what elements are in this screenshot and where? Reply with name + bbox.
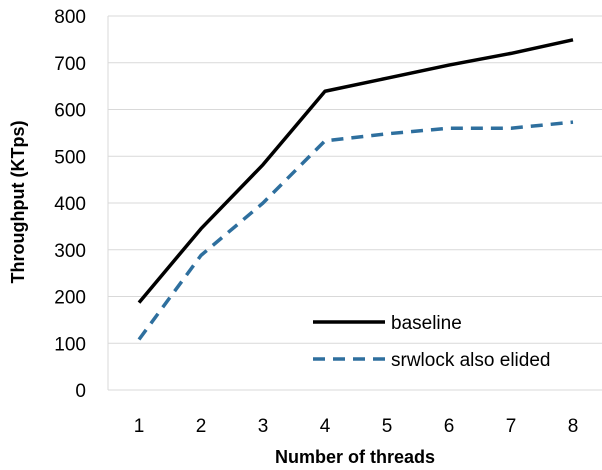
legend-label-srwlock-also-elided: srwlock also elided xyxy=(391,350,550,371)
y-tick-label: 100 xyxy=(54,334,86,355)
y-tick-label: 0 xyxy=(75,381,86,402)
x-tick-label: 7 xyxy=(506,416,517,437)
y-tick-label: 200 xyxy=(54,288,86,309)
y-axis-title: Throughput (KTps) xyxy=(8,121,28,284)
axes xyxy=(107,16,602,391)
x-tick-label: 6 xyxy=(444,416,455,437)
y-tick-label: 700 xyxy=(54,54,86,75)
series-line-srwlock-also-elided xyxy=(137,120,574,341)
legend-label-baseline: baseline xyxy=(391,313,462,334)
gridlines xyxy=(108,15,602,344)
series-lines xyxy=(137,38,574,341)
x-tick-labels: 1 2 3 4 5 6 7 8 xyxy=(134,416,579,437)
y-tick-label: 600 xyxy=(54,101,86,122)
y-tick-label: 400 xyxy=(54,194,86,215)
y-tick-label: 300 xyxy=(54,241,86,262)
y-tick-labels: 0 100 200 300 400 500 600 700 800 xyxy=(54,7,86,402)
x-tick-label: 8 xyxy=(568,416,579,437)
y-tick-label: 500 xyxy=(54,147,86,168)
legend: baseline srwlock also elided xyxy=(313,313,550,371)
x-tick-label: 4 xyxy=(320,416,331,437)
x-tick-label: 5 xyxy=(382,416,393,437)
series-line-baseline xyxy=(137,38,574,304)
x-tick-label: 2 xyxy=(196,416,207,437)
x-tick-label: 1 xyxy=(134,416,145,437)
y-tick-label: 800 xyxy=(54,7,86,28)
x-tick-label: 3 xyxy=(258,416,269,437)
x-axis-title: Number of threads xyxy=(275,447,435,467)
